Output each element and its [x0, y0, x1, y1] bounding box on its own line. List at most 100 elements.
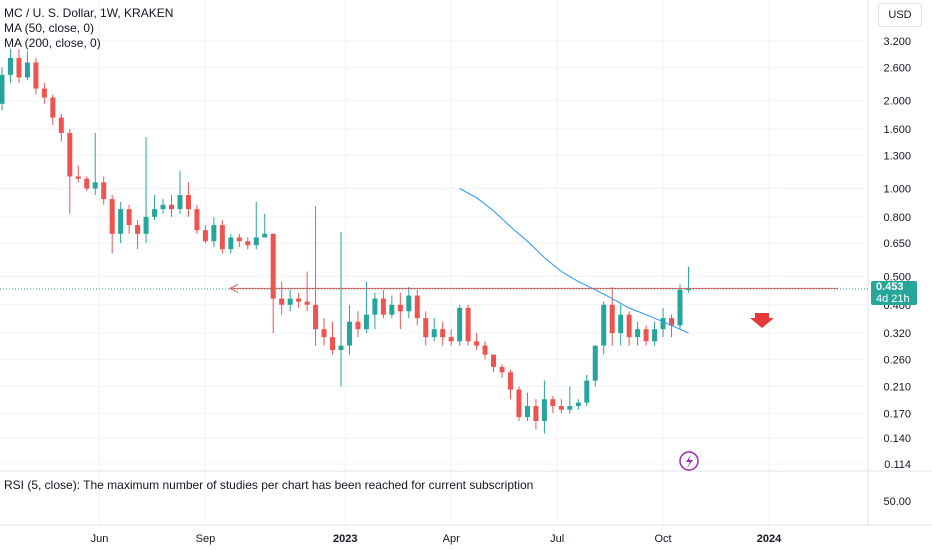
candle-body: [16, 57, 22, 78]
candle-body: [423, 318, 429, 338]
candle-body: [533, 406, 539, 422]
candle-body: [516, 389, 522, 418]
candle-body: [584, 380, 590, 403]
time-tick-label: Oct: [654, 533, 671, 545]
arrow-left-icon: [228, 283, 239, 293]
symbol-title[interactable]: MC / U. S. Dollar, 1W, KRAKEN: [4, 6, 174, 20]
rsi-axis: 50.00: [883, 496, 911, 508]
ma50-legend[interactable]: MA (50, close, 0): [4, 21, 95, 35]
candle-body: [211, 225, 217, 242]
candle-body: [558, 406, 564, 410]
candle-body: [0, 74, 5, 104]
arrow-down-icon: [750, 313, 774, 328]
candle-body: [508, 372, 513, 390]
candle-body: [253, 237, 259, 246]
rsi-message: RSI (5, close): The maximum number of st…: [4, 478, 534, 492]
candle-body: [389, 304, 395, 315]
price-tick-label: 3.200: [883, 36, 911, 48]
candle-body: [414, 295, 420, 319]
candle-body: [626, 314, 632, 338]
candle-body: [50, 97, 56, 118]
time-tick-label: Jul: [550, 533, 564, 545]
price-tick-label: 1.600: [883, 124, 911, 136]
price-tick-label: 1.300: [883, 150, 911, 162]
last-price-tag: 0.453 4d 21h: [871, 281, 917, 305]
price-tick-label: 0.260: [883, 354, 911, 366]
candle-body: [177, 195, 183, 210]
candle-body: [541, 399, 547, 422]
ma200-legend[interactable]: MA (200, close, 0): [4, 36, 101, 50]
candle-body: [685, 288, 691, 290]
candle-body: [448, 337, 454, 342]
currency-button[interactable]: USD: [878, 3, 922, 27]
moving-average-line: [459, 188, 689, 334]
candle-body: [652, 329, 658, 342]
candle-body: [592, 345, 598, 381]
candle-body: [236, 237, 242, 242]
candle-body: [363, 314, 369, 330]
candle-body: [270, 233, 276, 299]
price-tick-label: 1.000: [883, 184, 911, 196]
candle-body: [245, 241, 251, 246]
last-price-value: 0.453: [876, 281, 904, 293]
time-tick-label: 2023: [333, 533, 357, 545]
candle-body: [152, 209, 158, 217]
candle-body: [380, 298, 386, 315]
candle-body: [313, 304, 319, 330]
candle-body: [567, 406, 573, 410]
candle-body: [296, 298, 302, 302]
candle-body: [84, 178, 90, 189]
candle-body: [135, 225, 141, 234]
candles: [0, 49, 691, 434]
bar-countdown: 4d 21h: [876, 293, 910, 305]
candle-body: [109, 199, 115, 234]
price-tick-label: 0.170: [883, 408, 911, 420]
candle-body: [228, 237, 234, 250]
price-tick-label: 0.800: [883, 212, 911, 224]
lightning-icon[interactable]: [679, 451, 699, 471]
candle-body: [660, 318, 666, 330]
candle-body: [126, 209, 132, 226]
candle-body: [457, 307, 463, 342]
candle-body: [635, 329, 641, 338]
candle-body: [7, 57, 13, 75]
candle-body: [118, 209, 124, 234]
candle-body: [101, 182, 107, 200]
price-tick-label: 2.000: [883, 96, 911, 108]
candle-body: [24, 62, 30, 78]
rsi-tick-label: 50.00: [883, 496, 911, 508]
candle-body: [491, 354, 497, 367]
candle-body: [304, 301, 310, 305]
candle-body: [321, 329, 327, 338]
candle-body: [372, 298, 378, 315]
price-tick-label: 0.320: [883, 328, 911, 340]
chart-legend: MC / U. S. Dollar, 1W, KRAKEN MA (50, cl…: [4, 6, 173, 51]
candle-body: [330, 337, 336, 351]
grid-lines: [0, 0, 868, 525]
candle-body: [643, 329, 649, 342]
price-axis[interactable]: 3.200 2.600 2.000 1.600 1.300 1.000 0.800 0.650…: [883, 36, 911, 471]
candle-body: [406, 295, 412, 312]
candle-body: [75, 176, 81, 179]
candle-body: [524, 406, 530, 418]
price-tick-label: 2.600: [883, 62, 911, 74]
candle-body: [194, 209, 200, 231]
candle-body: [279, 298, 285, 305]
candle-body: [601, 304, 607, 346]
candle-body: [338, 345, 344, 351]
candle-body: [397, 304, 403, 312]
price-tick-label: 0.500: [883, 271, 911, 283]
time-axis[interactable]: Jun Sep 2023 Apr Jul Oct 2024: [91, 533, 783, 545]
candle-body: [482, 345, 488, 355]
candle-body: [550, 399, 556, 407]
candle-body: [440, 329, 446, 338]
price-tick-label: 0.650: [883, 238, 911, 250]
candle-body: [92, 182, 98, 189]
candle-body: [262, 233, 268, 238]
candle-body: [58, 117, 64, 133]
candle-body: [355, 321, 361, 330]
time-tick-label: Jun: [91, 533, 109, 545]
time-tick-label: 2024: [757, 533, 782, 545]
candle-body: [287, 298, 293, 305]
